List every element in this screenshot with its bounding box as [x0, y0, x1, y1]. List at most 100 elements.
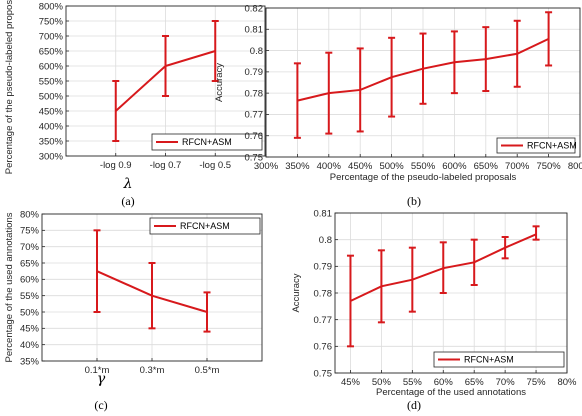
y-tick-label: 0.8 — [250, 46, 263, 57]
x-tick-label: 0.5*m — [195, 365, 220, 376]
y-tick-label: 0.75 — [245, 152, 264, 163]
x-tick-label: 50% — [372, 377, 392, 388]
x-tick-label: 65% — [465, 377, 485, 388]
x-tick-label: 300% — [254, 161, 279, 172]
y-tick-label: 600% — [39, 61, 64, 72]
legend-label: RFCN+ASM — [182, 137, 232, 147]
x-tick-label: 750% — [536, 161, 561, 172]
x-tick-label: 450% — [348, 161, 373, 172]
error-bar — [388, 36, 396, 118]
x-tick-label: 0.1*m — [85, 365, 110, 376]
chart-panel-c: 35% 40% 45% 50% 55% 60% 65% 70% 75% 80% 0.1*m 0.3*m… — [4, 209, 263, 412]
x-tick-label: 550% — [411, 161, 436, 172]
x-tick-label: 350% — [285, 161, 310, 172]
x-tick-label: 400% — [317, 161, 342, 172]
x-tick-label: -log 0.9 — [100, 160, 132, 171]
y-tick-label: 550% — [39, 76, 64, 87]
y-tick-label: 300% — [39, 151, 64, 162]
y-tick-label: 60% — [20, 275, 40, 286]
y-tick-label: 0.81 — [314, 208, 333, 219]
panel-caption: (d) — [407, 398, 421, 412]
x-tick-label: 80% — [557, 377, 577, 388]
panel-caption: (a) — [121, 194, 134, 208]
y-tick-label: 0.78 — [245, 88, 264, 99]
x-tick-label: 500% — [379, 161, 404, 172]
y-tick-label: 65% — [20, 258, 40, 269]
y-tick-label: 0.81 — [245, 25, 264, 36]
y-tick-label: 0.77 — [245, 110, 264, 121]
legend-label: RFCN+ASM — [464, 355, 514, 365]
x-axis-symbol: λ — [123, 176, 133, 192]
y-tick-label: 80% — [20, 209, 40, 220]
y-tick-label: 70% — [20, 242, 40, 253]
x-tick-label: 700% — [505, 161, 530, 172]
x-axis-symbol: γ — [97, 371, 106, 387]
y-tick-label: 55% — [20, 291, 40, 302]
y-tick-label: 0.75 — [314, 368, 333, 379]
chart-panel-d: 0.75 0.76 0.77 0.78 0.79 0.8 0.81 45% 50% 55% 60% 6… — [291, 208, 577, 412]
error-bar — [325, 51, 333, 135]
error-bar — [501, 236, 509, 260]
error-bar — [356, 47, 364, 133]
y-tick-label: 0.77 — [314, 315, 333, 326]
x-tick-label: -log 0.5 — [199, 160, 231, 171]
error-bar — [450, 30, 458, 95]
legend: RFCN+ASM — [433, 351, 565, 368]
y-axis-label: Percentage of the pseudo-labeled proposa… — [4, 0, 15, 174]
y-tick-label: 50% — [20, 307, 40, 318]
error-bar — [203, 291, 211, 333]
chart-panel-a: 300% 350% 400% 450% 500% 550% 600% 650% 700% 750%… — [4, 0, 266, 208]
error-bar — [377, 249, 385, 324]
y-tick-label: 0.79 — [245, 67, 264, 78]
x-tick-label: 55% — [403, 377, 423, 388]
y-tick-label: 0.76 — [314, 342, 333, 353]
error-bar — [93, 229, 101, 313]
y-tick-label: 0.78 — [314, 288, 333, 299]
axes-box — [265, 7, 581, 158]
error-bar — [112, 80, 120, 142]
legend: RFCN+ASM — [151, 133, 263, 151]
y-tick-label: 450% — [39, 106, 64, 117]
error-bar — [470, 238, 478, 286]
x-axis-label: Percentage of the pseudo-labeled proposa… — [330, 172, 517, 183]
y-tick-label: 75% — [20, 226, 40, 237]
error-bar — [346, 254, 354, 348]
legend-box — [149, 217, 261, 235]
x-tick-label: 45% — [341, 377, 361, 388]
legend: RFCN+ASM — [149, 217, 261, 235]
legend-box — [496, 137, 576, 154]
axes-box — [41, 213, 263, 362]
y-tick-label: 0.79 — [314, 262, 333, 273]
y-tick-label: 700% — [39, 31, 64, 42]
y-tick-label: 350% — [39, 136, 64, 147]
error-bar — [211, 20, 219, 82]
x-tick-label: 650% — [474, 161, 499, 172]
panel-caption: (b) — [407, 194, 421, 208]
x-tick-label: 800% — [568, 161, 582, 172]
x-tick-label: 70% — [496, 377, 516, 388]
error-bar — [162, 35, 169, 97]
chart-panel-b: 0.75 0.76 0.77 0.78 0.79 0.8 0.81 0.82 300% 350% 4… — [214, 3, 582, 208]
error-bar — [293, 62, 301, 139]
legend-label: RFCN+ASM — [527, 141, 577, 151]
y-tick-label: 0.76 — [245, 131, 264, 142]
y-tick-label: 400% — [39, 121, 64, 132]
x-tick-label: 75% — [527, 377, 547, 388]
y-tick-label: 500% — [39, 91, 64, 102]
y-tick-label: 35% — [20, 356, 40, 367]
y-tick-label: 0.8 — [319, 235, 332, 246]
error-bar — [513, 19, 521, 88]
y-tick-label: 40% — [20, 340, 40, 351]
y-tick-label: 45% — [20, 324, 40, 335]
error-bar — [545, 11, 553, 67]
y-tick-label: 0.82 — [245, 3, 264, 14]
axes-box — [65, 5, 266, 157]
legend-label: RFCN+ASM — [180, 221, 230, 231]
legend: RFCN+ASM — [496, 137, 577, 154]
y-axis-label: Percentage of the used annotations — [4, 212, 15, 362]
x-axis-label: Percentage of the used annotations — [376, 387, 526, 398]
x-tick-label: 60% — [434, 377, 454, 388]
x-tick-label: -log 0.7 — [150, 160, 182, 171]
y-axis-label: Accuracy — [214, 63, 225, 102]
